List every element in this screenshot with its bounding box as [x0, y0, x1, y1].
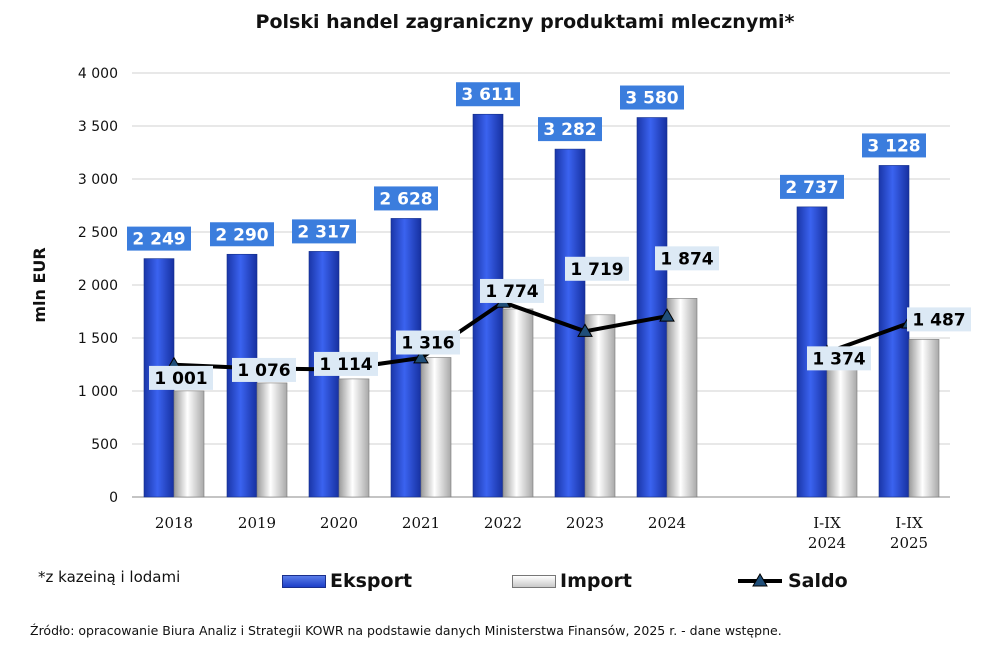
legend-item-saldo: Saldo: [736, 570, 848, 592]
data-label-import: 1 874: [660, 249, 713, 269]
data-labels: 2 249 2 290 2 317 2 628 3 611 3 282 3 580 2 737…: [127, 82, 971, 390]
data-label-import: 1 374: [812, 349, 865, 369]
data-label-export-bg: [780, 174, 844, 199]
data-label-export: 3 282: [543, 120, 596, 140]
data-label-import: 1 487: [912, 310, 965, 330]
data-label-import: 1 719: [570, 260, 623, 280]
data-label-export: 2 317: [297, 222, 350, 242]
data-label-export-bg: [620, 85, 684, 110]
legend-swatch-export: [282, 574, 326, 588]
x-tick-label: 2019: [238, 514, 276, 532]
data-label-import: 1 001: [154, 369, 207, 389]
data-label-export-bg: [210, 222, 274, 247]
x-tick-label: I-IX: [813, 514, 841, 532]
legend-swatch-import: [512, 574, 556, 588]
legend-label-export: Eksport: [330, 570, 413, 592]
bar-import: [908, 339, 940, 498]
data-label-export: 3 611: [461, 85, 514, 105]
bar-import: [502, 308, 534, 498]
x-axis-ticks: 2018 2019 2020 2021 2022 2023 2024 I-IX 2024 I-IX…: [155, 514, 928, 552]
data-label-import-bg: [314, 351, 378, 376]
data-label-export-bg: [292, 219, 356, 244]
bar-import: [420, 357, 452, 498]
data-label-export-bg: [456, 82, 520, 107]
x-tick-label: 2022: [484, 514, 522, 532]
data-label-export-bg: [862, 133, 926, 158]
y-axis-ticks: 0 500 1 000 1 500 2 000 2 500 3 000 3 500 4 000: [78, 66, 118, 506]
data-label-import: 1 076: [237, 361, 290, 381]
data-label-export: 2 290: [215, 225, 268, 245]
saldo-point: [413, 349, 429, 364]
data-label-import-bg: [149, 365, 213, 390]
data-label-export-bg: [538, 117, 602, 142]
saldo-point: [577, 323, 593, 337]
saldo-point: [659, 308, 675, 322]
legend-item-import: Import: [512, 570, 632, 592]
y-tick-label: 2 500: [78, 225, 118, 241]
legend-swatch-saldo: [738, 573, 782, 587]
data-label-import: 1 774: [485, 282, 538, 302]
legend-label-import: Import: [560, 570, 632, 592]
y-axis-label: mln EUR: [30, 247, 49, 322]
data-label-import-bg: [907, 307, 971, 332]
bar-import: [666, 298, 698, 498]
y-tick-label: 3 000: [78, 172, 118, 188]
chart-title: Polski handel zagraniczny produktami mle…: [256, 11, 795, 33]
data-label-export: 2 737: [785, 178, 838, 198]
data-label-export-bg: [374, 186, 438, 211]
bar-import: [826, 351, 858, 498]
data-label-import-bg: [232, 357, 296, 382]
footnote: *z kazeiną i lodami: [38, 568, 181, 586]
data-label-import: 1 316: [401, 334, 454, 354]
data-label-export: 2 249: [132, 230, 185, 250]
data-label-import-bg: [480, 278, 544, 303]
x-tick-label: 2018: [155, 514, 193, 532]
x-tick-label: 2020: [320, 514, 358, 532]
data-label-export: 3 128: [867, 136, 920, 156]
y-tick-label: 1 500: [78, 331, 118, 347]
x-tick-label: 2021: [402, 514, 440, 532]
data-label-export-bg: [127, 226, 191, 251]
y-tick-label: 2 000: [78, 278, 118, 294]
source-note: Źródło: opracowanie Biura Analiz i Strat…: [30, 623, 782, 638]
legend-label-saldo: Saldo: [788, 570, 848, 592]
y-tick-label: 1 000: [78, 384, 118, 400]
x-tick-label: 2024: [648, 514, 686, 532]
x-tick-label: 2025: [890, 534, 928, 552]
data-label-import-bg: [396, 330, 460, 355]
bar-import: [584, 314, 616, 498]
y-tick-label: 500: [91, 437, 118, 453]
y-tick-label: 4 000: [78, 66, 118, 82]
legend-item-export: Eksport: [282, 570, 412, 592]
bar-import: [173, 390, 205, 498]
bar-export: [636, 117, 668, 498]
bar-import: [256, 382, 288, 498]
data-label-import: 1 114: [319, 355, 372, 375]
data-label-import-bg: [807, 346, 871, 371]
data-label-import-bg: [565, 256, 629, 281]
bar-import: [338, 378, 370, 498]
x-tick-label: I-IX: [895, 514, 923, 532]
y-tick-label: 3 500: [78, 119, 118, 135]
data-label-import-bg: [655, 246, 719, 271]
bars: [143, 113, 940, 498]
y-tick-label: 0: [109, 490, 118, 506]
x-tick-label: 2023: [566, 514, 604, 532]
data-label-export: 3 580: [625, 89, 678, 109]
x-tick-label: 2024: [808, 534, 846, 552]
data-label-export: 2 628: [379, 189, 432, 209]
